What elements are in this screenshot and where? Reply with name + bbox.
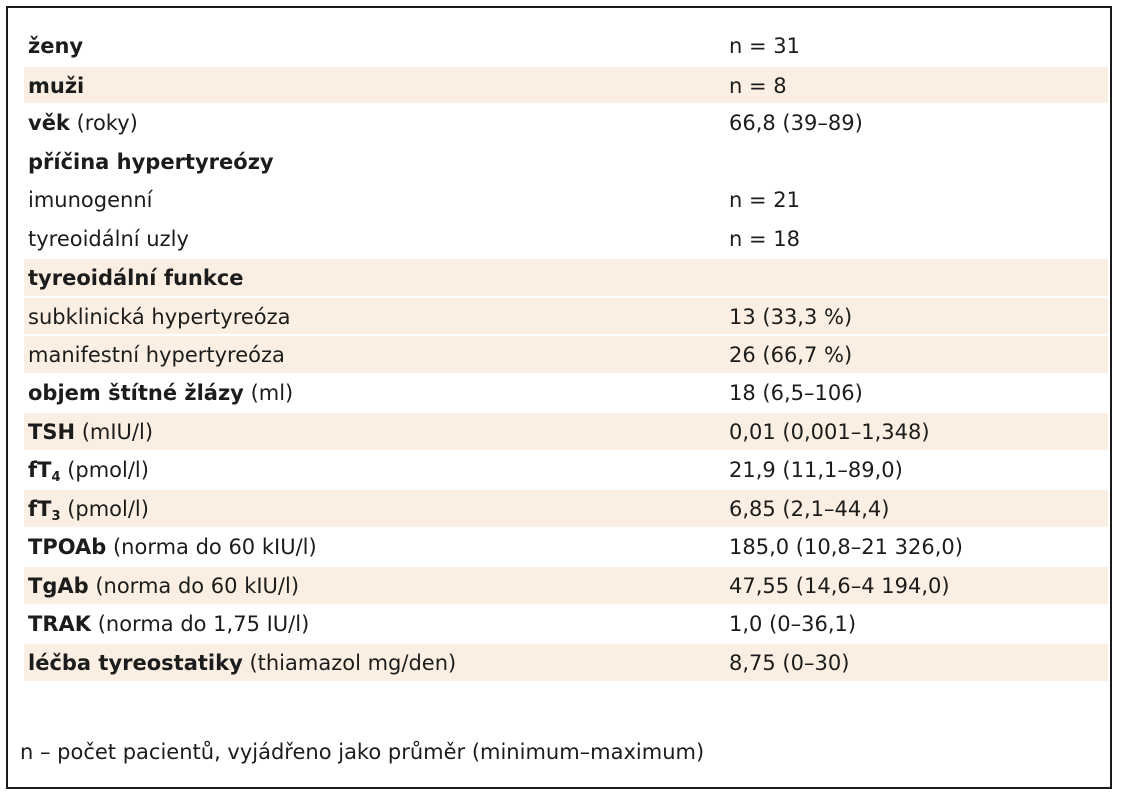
row-label-normal: (norma do 60 kIU/l) [106,534,317,559]
row-value: 66,8 (39–89) [729,111,863,135]
patient-characteristics-table: ženy n = 31 muži n = 8 věk (roky) 66,8 (… [24,27,1108,682]
table-row: léčba tyreostatiky (thiamazol mg/den) 8,… [24,643,1108,682]
row-label: tyreoidální uzly [28,220,189,259]
row-label-bold: fT [28,497,52,521]
row-value: 21,9 (11,1–89,0) [729,457,903,482]
row-value: n = 21 [729,188,800,212]
row-value: 8,75 (0–30) [729,651,850,675]
row-value: 1,0 (0–36,1) [729,611,857,636]
table-row: fT3 (pmol/l) 6,85 (2,1–44,4) [24,489,1108,528]
row-label-normal: (roky) [69,111,138,135]
row-label-bold: příčina hypertyreózy [28,149,274,174]
row-label: subklinická hypertyreóza [28,298,291,337]
row-label-normal: (thiamazol mg/den) [242,651,457,675]
table-row: tyreoidální funkce [24,258,1108,297]
table-row: TPOAb (norma do 60 kIU/l) 185,0 (10,8–21… [24,528,1108,567]
row-label: fT3 (pmol/l) [28,490,149,529]
row-label: léčba tyreostatiky (thiamazol mg/den) [28,644,456,683]
table-row: věk (roky) 66,8 (39–89) [24,104,1108,143]
table-row: objem štítné žlázy (ml) 18 (6,5–106) [24,374,1108,413]
row-value: 6,85 (2,1–44,4) [729,497,890,521]
row-label: příčina hypertyreózy [28,143,274,182]
row-label-bold: objem štítné žlázy [28,380,244,405]
row-label-bold: TPOAb [28,534,107,559]
row-label-normal: imunogenní [28,188,153,212]
table-row: subklinická hypertyreóza 13 (33,3 %) [24,296,1108,337]
table-row: muži n = 8 [24,65,1108,106]
row-label: TRAK (norma do 1,75 IU/l) [28,605,309,644]
row-label-bold: léčba tyreostatiky [28,651,243,675]
row-label-normal: (norma do 60 kIU/l) [88,574,300,598]
row-label-normal: (mIU/l) [75,420,154,444]
row-label-subscript: 3 [51,509,61,524]
row-value: n = 8 [729,73,787,98]
row-value: 0,01 (0,001–1,348) [729,420,930,444]
row-label-normal: (norma do 1,75 IU/l) [91,611,310,636]
row-value: n = 18 [729,226,800,251]
row-label: ženy [28,27,83,66]
row-label: imunogenní [28,181,152,220]
table-row: imunogenní n = 21 [24,181,1108,220]
row-label-bold: ženy [28,34,84,58]
row-label-normal: (pmol/l) [60,457,149,482]
table-row: ženy n = 31 [24,27,1108,66]
row-label-bold: TSH [28,420,76,444]
table-row: TgAb (norma do 60 kIU/l) 47,55 (14,6–4 1… [24,566,1108,605]
row-value: 18 (6,5–106) [729,380,863,405]
table-footnote: n – počet pacientů, vyjádřeno jako průmě… [20,740,705,764]
table-row: tyreoidální uzly n = 18 [24,220,1108,259]
row-label-bold: fT [28,457,52,482]
row-label-bold: TgAb [28,574,89,598]
table-frame [6,6,1112,789]
row-label-normal: (ml) [243,380,294,405]
row-label-bold: TRAK [28,611,92,636]
row-label: manifestní hypertyreóza [28,336,285,375]
row-label: TSH (mIU/l) [28,413,153,452]
row-value: n = 31 [729,34,800,58]
row-label-bold: muži [28,73,85,98]
row-label: tyreoidální funkce [28,259,244,298]
row-label-normal: (pmol/l) [60,497,149,521]
row-value: 47,55 (14,6–4 194,0) [729,574,950,598]
row-value: 26 (66,7 %) [729,343,853,367]
row-label-bold: tyreoidální funkce [28,266,244,290]
row-label-subscript: 4 [51,469,61,485]
row-label-normal: manifestní hypertyreóza [28,343,285,367]
row-value: 185,0 (10,8–21 326,0) [729,534,963,559]
row-label: TPOAb (norma do 60 kIU/l) [28,528,317,567]
table-row: TRAK (norma do 1,75 IU/l) 1,0 (0–36,1) [24,605,1108,644]
row-label: fT4 (pmol/l) [28,451,149,490]
row-label-bold: věk [28,111,70,135]
row-label: věk (roky) [28,104,138,143]
row-label-normal: subklinická hypertyreóza [28,304,291,329]
table-row: fT4 (pmol/l) 21,9 (11,1–89,0) [24,451,1108,490]
row-label-normal: tyreoidální uzly [28,226,189,251]
row-value: 13 (33,3 %) [729,304,853,329]
row-label: TgAb (norma do 60 kIU/l) [28,567,299,606]
table-row: TSH (mIU/l) 0,01 (0,001–1,348) [24,412,1108,451]
table-row: manifestní hypertyreóza 26 (66,7 %) [24,335,1108,374]
row-label: objem štítné žlázy (ml) [28,374,293,413]
row-label: muži [28,67,84,106]
table-row: příčina hypertyreózy [24,143,1108,182]
